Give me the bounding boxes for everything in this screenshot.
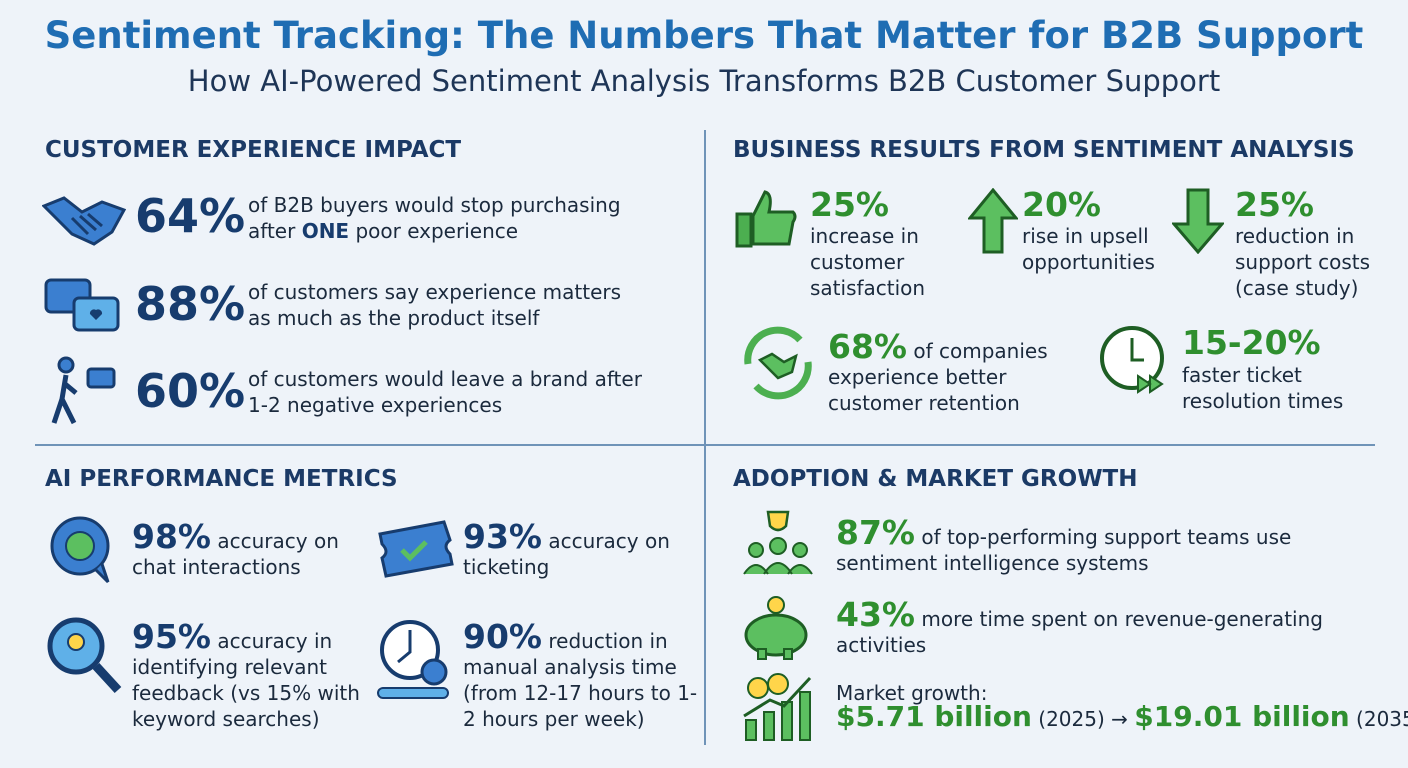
- subtitle: How AI-Powered Sentiment Analysis Transf…: [187, 64, 1221, 98]
- text: reduction in manual analysis time (from …: [463, 629, 698, 731]
- stat: 87%: [836, 513, 915, 552]
- market-growth: $5.71 billion (2025) → $19.01 billion (2…: [836, 703, 1408, 732]
- arrow: →: [1111, 707, 1128, 731]
- stat-text: 87% of top-performing support teams use …: [836, 516, 1316, 576]
- piggy-bank-icon: [744, 596, 808, 660]
- retention-icon: [744, 326, 812, 400]
- stat: 68%: [828, 327, 907, 366]
- text: accuracy on chat interactions: [132, 529, 339, 579]
- horizontal-divider: [35, 444, 1375, 446]
- search-icon: [47, 617, 122, 694]
- end-year: (2035): [1356, 707, 1408, 731]
- stat-text: rise in upsell opportunities: [1022, 224, 1155, 274]
- clock-gear-icon: [377, 620, 449, 699]
- stat: 60%: [135, 364, 246, 418]
- stat-text: 98% accuracy on chat interactions: [132, 520, 367, 580]
- start-year: (2025): [1038, 707, 1105, 731]
- stat: 15-20%: [1182, 323, 1321, 362]
- stat-text: faster ticket resolution times: [1182, 363, 1344, 413]
- stat-text: 68% of companies experience better custo…: [828, 330, 1068, 416]
- arrow-up-icon: [968, 188, 1018, 254]
- stat-text: reduction in support costs (case study): [1235, 224, 1371, 300]
- stat: 88%: [135, 277, 246, 331]
- thumbs-up-icon: [735, 190, 797, 248]
- section-heading: CUSTOMER EXPERIENCE IMPACT: [45, 137, 462, 163]
- stat-text: 90% reduction in manual analysis time (f…: [463, 620, 703, 732]
- brain-chat-icon: [50, 516, 110, 584]
- stat-text: 95% accuracy in identifying relevant fee…: [132, 620, 367, 732]
- team-trophy-icon: [743, 510, 813, 575]
- stat: 95%: [132, 617, 211, 656]
- text: of top-performing support teams use sent…: [836, 525, 1292, 575]
- text: accuracy in identifying relevant feedbac…: [132, 629, 360, 731]
- stat: 93%: [463, 517, 542, 556]
- stat: 90%: [463, 617, 542, 656]
- section-heading: AI PERFORMANCE METRICS: [45, 466, 398, 492]
- stat-text: 93% accuracy on ticketing: [463, 520, 698, 580]
- growth-chart-icon: [743, 673, 812, 741]
- ticket-icon: [378, 520, 454, 578]
- stat: 64%: [135, 189, 246, 243]
- stat-text: 43% more time spent on revenue-generatin…: [836, 598, 1346, 658]
- end-value: $19.01 billion: [1134, 700, 1350, 733]
- section-heading: BUSINESS RESULTS FROM SENTIMENT ANALYSIS: [733, 137, 1355, 163]
- stat: 20%: [1022, 185, 1101, 224]
- text: of B2B buyers would stop purchasing afte…: [248, 193, 621, 243]
- stat-text: of customers would leave a brand after 1…: [248, 367, 642, 417]
- stat-text: of customers say experience matters as m…: [248, 280, 622, 330]
- arrow-down-icon: [1172, 188, 1224, 254]
- handshake-icon: [42, 196, 126, 246]
- emphasis: ONE: [301, 219, 350, 243]
- text: more time spent on revenue-generating ac…: [836, 607, 1323, 657]
- text: accuracy on ticketing: [463, 529, 670, 579]
- walking-icon: [51, 356, 116, 425]
- stat: 25%: [810, 185, 889, 224]
- stat: 25%: [1235, 185, 1314, 224]
- text: of companies experience better customer …: [828, 339, 1048, 415]
- section-heading: ADOPTION & MARKET GROWTH: [733, 466, 1138, 492]
- text: poor experience: [355, 219, 519, 243]
- stat-text: of B2B buyers would stop purchasing afte…: [248, 192, 648, 244]
- chat-icon: [44, 278, 120, 332]
- start-value: $5.71 billion: [836, 700, 1032, 733]
- stat: 98%: [132, 517, 211, 556]
- vertical-divider: [704, 130, 706, 745]
- stat: 43%: [836, 595, 915, 634]
- market-growth-label: Market growth:: [836, 681, 988, 705]
- title: Sentiment Tracking: The Numbers That Mat…: [44, 14, 1364, 57]
- clock-icon: [1100, 326, 1164, 394]
- stat-text: increase in customer satisfaction: [810, 224, 926, 300]
